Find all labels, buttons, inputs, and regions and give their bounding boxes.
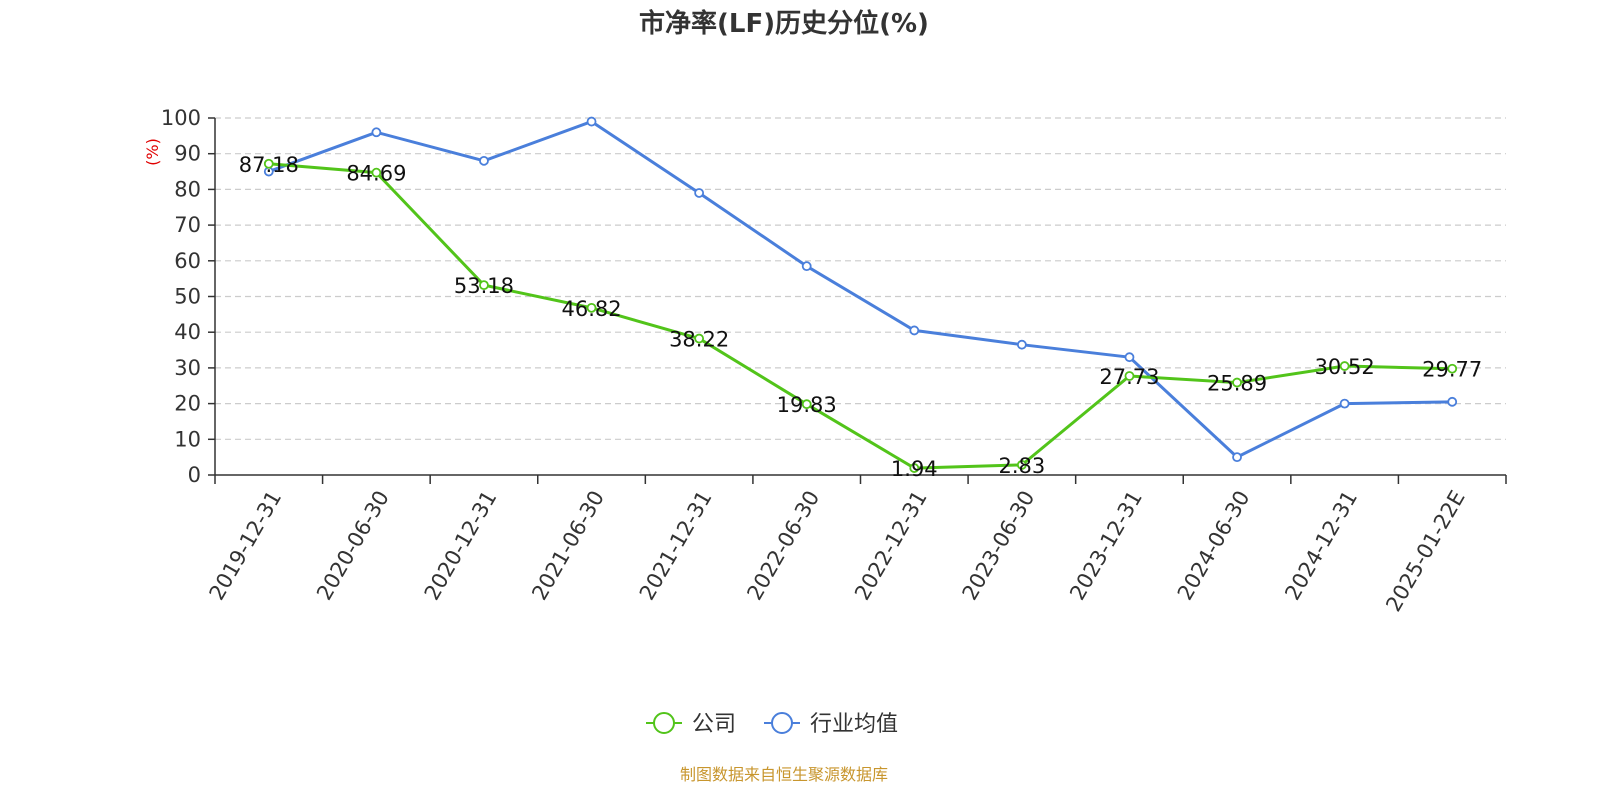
data-label: 2.83 [998,454,1045,478]
data-point[interactable] [1339,361,1350,371]
data-point[interactable] [1232,377,1242,388]
data-point[interactable] [371,127,382,138]
x-tick-label: 2020-12-31 [420,487,502,605]
data-point[interactable] [909,463,920,473]
data-point[interactable] [694,188,705,198]
data-label: 87.18 [239,153,299,177]
legend-item[interactable]: 公司 [646,712,736,737]
legend-item[interactable]: 行业均值 [764,712,898,737]
data-label: 46.82 [561,297,621,321]
data-point[interactable] [479,155,489,166]
y-tick-label: 20 [174,392,201,416]
x-tick-label: 2024-06-30 [1173,487,1255,605]
data-point[interactable] [1232,452,1242,463]
gridlines [215,117,1506,440]
legend[interactable]: 公司 行业均值 [646,712,898,737]
data-point[interactable] [1124,352,1135,363]
chart-title: 市净率(LF)历史分位(%) [639,8,929,39]
y-tick-label: 50 [174,285,201,309]
legend-marker-icon [653,712,675,734]
x-tick-label: 2021-12-31 [635,487,717,605]
x-tick-label: 2021-06-30 [527,487,609,605]
data-point[interactable] [263,158,274,169]
data-point[interactable] [586,116,597,127]
y-tick-label: 0 [188,463,201,487]
data-label: 27.73 [1099,365,1159,389]
legend-label: 公司 [692,712,736,737]
data-point[interactable] [801,261,812,272]
x-tick-label: 2019-12-31 [205,487,287,605]
series-line [268,120,1453,459]
data-point[interactable] [586,302,597,313]
y-tick-label: 90 [174,142,201,166]
x-axis-ticks: 2019-12-31 2020-06-30 2020-12-31 2021-06-30… [205,475,1507,616]
legend-label: 行业均值 [810,712,898,737]
y-axis-ticks: 0 10 20 30 40 50 60 70 80 90 100 [161,106,215,487]
y-tick-label: 70 [174,213,201,237]
data-label: 19.83 [777,393,837,417]
data-point[interactable] [1339,398,1350,409]
data-label: 38.22 [669,328,729,352]
data-point[interactable] [479,280,489,291]
x-tick-label: 2020-06-30 [312,487,394,605]
data-point[interactable] [1016,459,1027,470]
y-tick-label: 40 [174,320,201,344]
x-tick-label: 2022-12-31 [850,487,932,605]
data-label: 84.69 [346,162,406,186]
y-tick-label: 10 [174,427,201,451]
data-point[interactable] [1447,363,1458,374]
x-tick-label: 2024-12-31 [1280,487,1362,605]
x-tick-label: 2025-01-22E [1381,487,1469,616]
data-point[interactable] [1447,396,1458,407]
x-tick-label: 2023-06-30 [958,487,1040,605]
series-line [268,162,1453,470]
data-point[interactable] [909,325,920,336]
data-point[interactable] [801,399,812,410]
data-labels: 87.18 84.69 53.18 46.82 38.22 19.83 1.94 2.83 27… [239,153,1483,481]
data-point[interactable] [371,167,382,178]
series-layer [263,116,1458,473]
data-label: 29.77 [1422,358,1482,382]
data-point[interactable] [1124,371,1135,381]
x-tick-label: 2022-06-30 [742,487,824,605]
data-label: 1.94 [891,457,938,481]
data-label: 30.52 [1315,355,1375,379]
data-point[interactable] [694,333,705,344]
y-tick-label: 100 [161,106,201,130]
data-point[interactable] [1016,339,1027,350]
legend-marker-icon [771,712,793,734]
data-label: 53.18 [454,274,514,298]
x-tick-label: 2023-12-31 [1065,487,1147,605]
y-tick-label: 30 [174,356,201,380]
y-tick-label: 60 [174,249,201,273]
source-note: 制图数据来自恒生聚源数据库 [680,765,888,784]
y-axis-unit-label: (%) [143,138,162,166]
data-label: 25.89 [1207,372,1267,396]
y-tick-label: 80 [174,177,201,201]
